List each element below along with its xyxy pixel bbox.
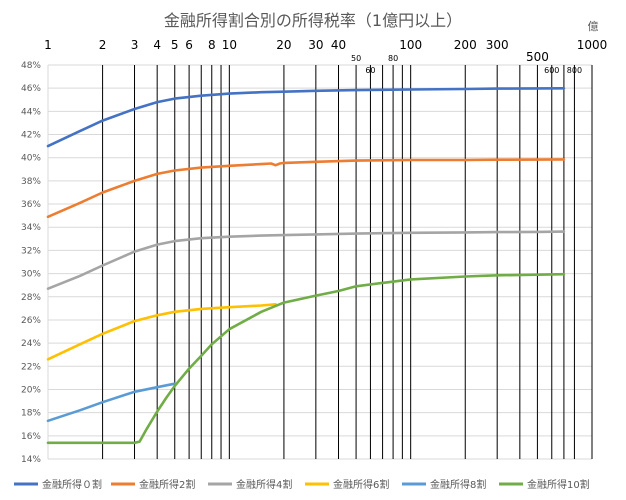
- legend-label: 金融所得10割: [527, 478, 590, 491]
- x-tick-label: 10: [222, 38, 237, 52]
- x-tick-label: 5: [171, 38, 179, 52]
- legend: 金融所得０割 金融所得2割 金融所得4割 金融所得6割 金融所得8割 金融所得10割: [14, 478, 590, 491]
- x-tick-label: 1000: [577, 38, 608, 52]
- y-tick-label: 30%: [21, 270, 41, 280]
- y-tick-label: 34%: [21, 223, 41, 233]
- y-tick-label: 28%: [21, 293, 41, 303]
- y-tick-label: 46%: [21, 84, 41, 94]
- x-tick-label: 80: [388, 54, 398, 63]
- y-tick-label: 24%: [21, 339, 41, 349]
- x-tick-label: 3: [131, 38, 139, 52]
- series-lines: [46, 87, 566, 445]
- x-tick-label: 20: [276, 38, 291, 52]
- y-tick-labels: 14% 16% 18% 20% 22% 24% 26% 28% 30% 32% 34% 36% 38% 4…: [21, 61, 41, 465]
- y-tick-label: 14%: [21, 455, 41, 465]
- legend-label: 金融所得2割: [139, 478, 195, 491]
- series-line-5: [46, 272, 566, 445]
- y-tick-label: 42%: [21, 131, 41, 141]
- series-line-3: [46, 303, 277, 361]
- y-tick-label: 18%: [21, 409, 41, 419]
- y-tick-label: 44%: [21, 107, 41, 117]
- x-tick-label: 4: [153, 38, 161, 52]
- x-tick-label: 200: [454, 38, 477, 52]
- x-vertical-lines: [102, 65, 593, 459]
- x-tick-label: 8: [208, 38, 216, 52]
- x-tick-label: 1: [44, 38, 52, 52]
- x-tick-label: 500: [526, 50, 549, 64]
- legend-label: 金融所得6割: [333, 478, 389, 491]
- y-tick-label: 32%: [21, 246, 41, 256]
- y-tick-label: 22%: [21, 362, 41, 372]
- x-tick-label: 40: [331, 38, 346, 52]
- x-tick-label: 300: [486, 38, 509, 52]
- series-line-0: [46, 87, 566, 148]
- y-tick-label: 48%: [21, 61, 41, 71]
- series-line-2: [46, 230, 566, 290]
- y-tick-label: 20%: [21, 385, 41, 395]
- y-tick-label: 16%: [21, 432, 41, 442]
- series-line-1: [46, 158, 566, 219]
- x-tick-label: 50: [351, 54, 361, 63]
- y-grid: [47, 64, 592, 460]
- x-tick-label: 60: [365, 66, 375, 75]
- y-tick-label: 26%: [21, 316, 41, 326]
- y-tick-label: 40%: [21, 154, 41, 164]
- x-tick-label: 2: [99, 38, 107, 52]
- x-tick-label: 100: [399, 38, 422, 52]
- legend-label: 金融所得4割: [236, 478, 292, 491]
- x-tick-label: 30: [308, 38, 323, 52]
- chart-title: 金融所得割合別の所得税率（1億円以上）: [164, 11, 462, 30]
- x-tick-label: 800: [567, 66, 582, 75]
- unit-label: 億: [588, 20, 599, 33]
- legend-label: 金融所得０割: [42, 478, 102, 491]
- legend-label: 金融所得8割: [430, 478, 486, 491]
- y-tick-label: 38%: [21, 177, 41, 187]
- x-tick-label: 600: [544, 66, 559, 75]
- y-tick-label: 36%: [21, 200, 41, 210]
- x-tick-label: 6: [185, 38, 193, 52]
- series-line-4: [46, 382, 176, 423]
